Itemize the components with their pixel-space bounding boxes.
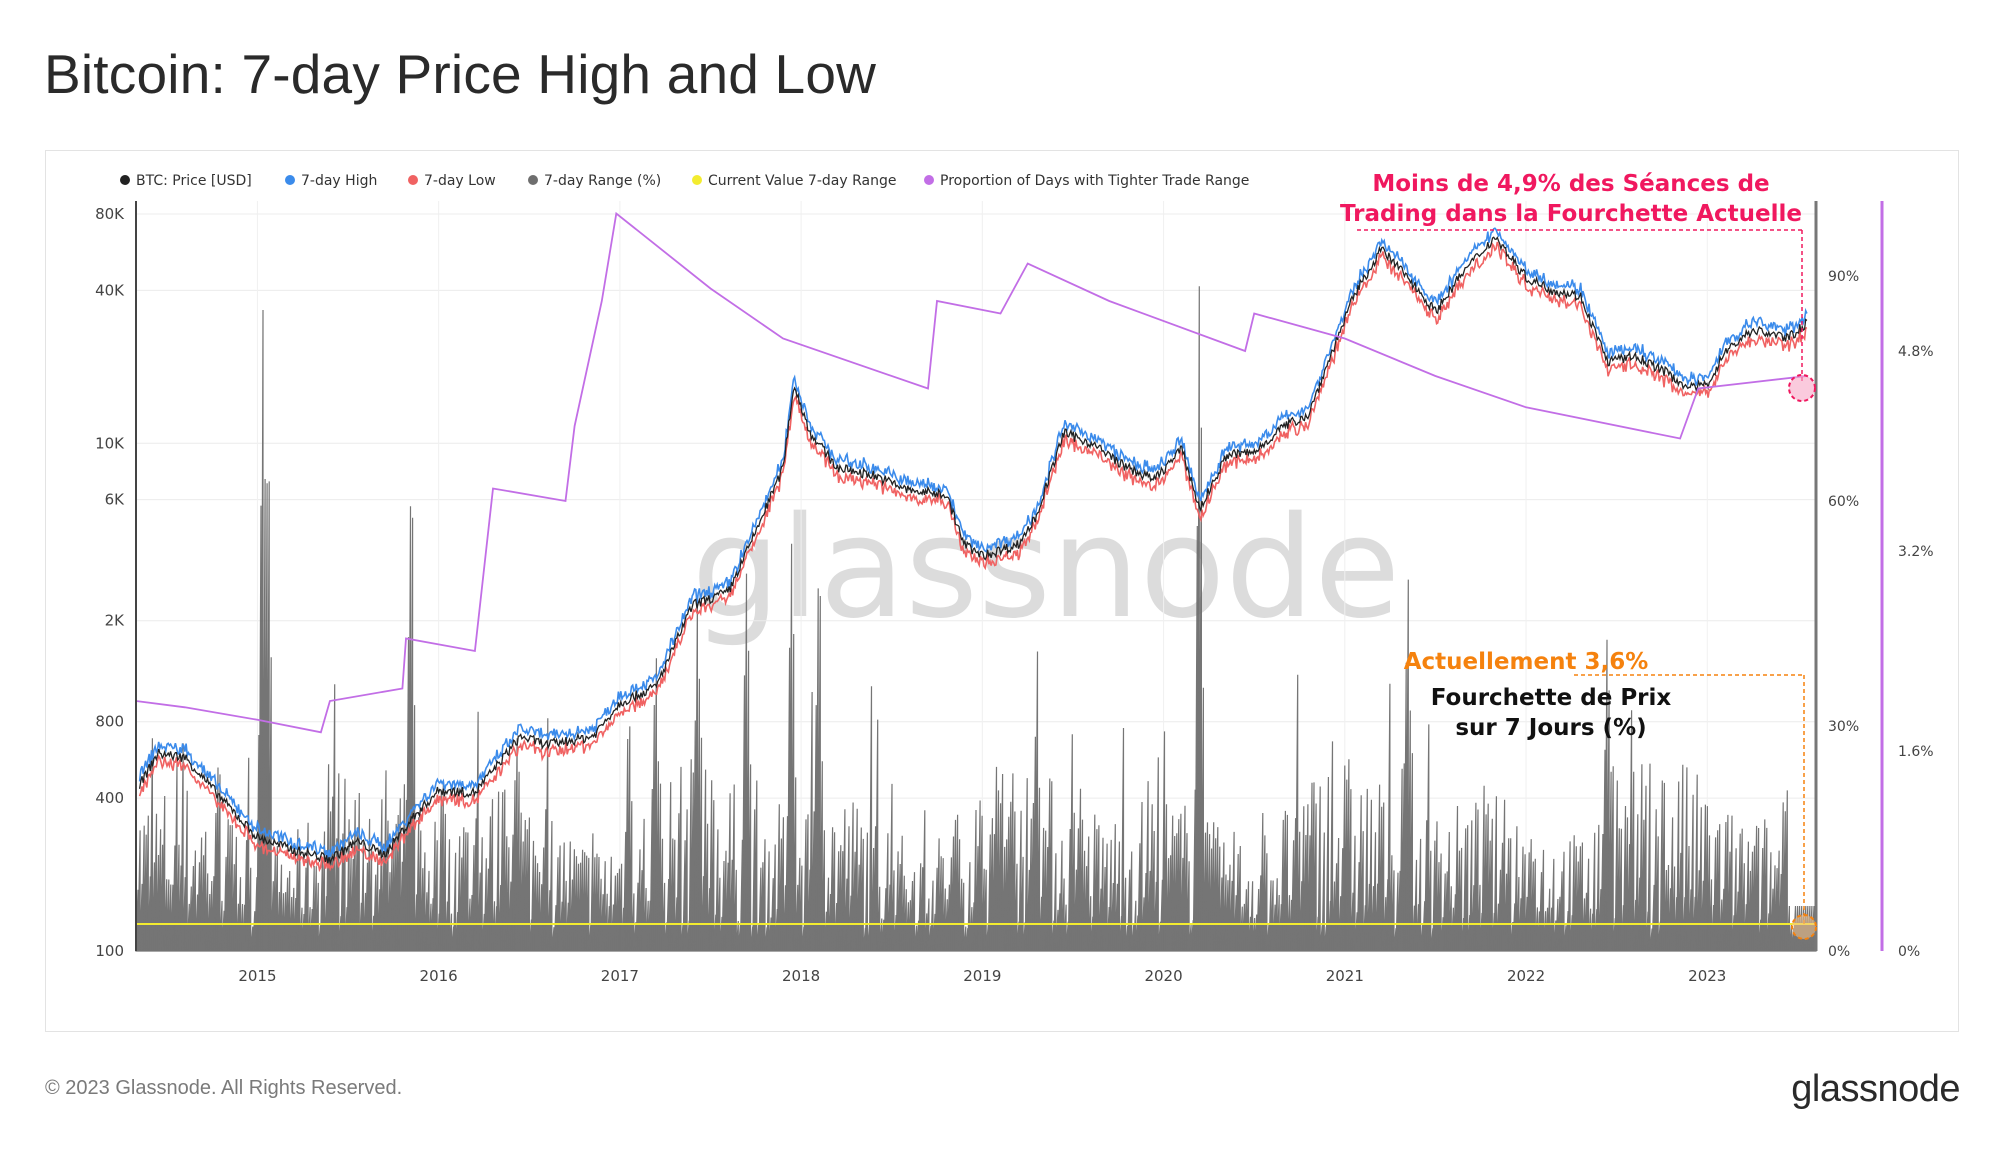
x-tick-2: 2017 <box>601 967 639 985</box>
legend: BTC: Price [USD] 7-day High 7-day Low 7-… <box>120 173 1249 189</box>
range-area <box>135 286 1817 952</box>
chart-svg: BTC: Price [USD] 7-day High 7-day Low 7-… <box>95 171 1934 985</box>
annotation-black-line2: sur 7 Jours (%) <box>1455 715 1646 741</box>
y-tick-left-7: 100 <box>95 942 124 960</box>
y-tick-proportion-0: 4.8% <box>1898 344 1934 360</box>
annotation-black-line1: Fourchette de Prix <box>1431 685 1672 711</box>
legend-dot-price <box>120 175 130 185</box>
legend-current[interactable]: Current Value 7-day Range <box>708 173 896 189</box>
y-tick-proportion-2: 1.6% <box>1898 744 1934 760</box>
x-tick-5: 2020 <box>1144 967 1182 985</box>
legend-low[interactable]: 7-day Low <box>424 173 496 189</box>
y-tick-range-3: 0% <box>1828 944 1850 960</box>
x-tick-6: 2021 <box>1326 967 1364 985</box>
legend-dot-low <box>408 175 418 185</box>
legend-dot-range <box>528 175 538 185</box>
axis-ticks: 80K 40K 10K 6K 2K 800 400 100 2015 2016 2017 2018 20… <box>95 205 1934 985</box>
footer-copyright: © 2023 Glassnode. All Rights Reserved. <box>45 1077 403 1099</box>
annotation-orange-marker <box>1791 914 1817 940</box>
legend-dot-current <box>692 175 702 185</box>
legend-dot-high <box>285 175 295 185</box>
x-tick-7: 2022 <box>1507 967 1545 985</box>
y-tick-range-1: 60% <box>1828 494 1859 510</box>
chart-container: BTC: Price [USD] 7-day High 7-day Low 7-… <box>45 150 1959 1032</box>
y-tick-left-1: 40K <box>95 281 125 299</box>
x-tick-8: 2023 <box>1688 967 1726 985</box>
x-tick-1: 2016 <box>420 967 458 985</box>
y-tick-left-4: 2K <box>105 612 126 630</box>
legend-proportion[interactable]: Proportion of Days with Tighter Trade Ra… <box>940 173 1249 189</box>
y-tick-proportion-3: 0% <box>1898 944 1920 960</box>
legend-dot-proportion <box>924 175 934 185</box>
x-tick-0: 2015 <box>238 967 276 985</box>
annotation-orange: Actuellement 3,6% <box>1404 649 1649 675</box>
legend-high[interactable]: 7-day High <box>301 173 377 189</box>
range-bars <box>135 286 1817 952</box>
page-title: Bitcoin: 7-day Price High and Low <box>44 43 877 105</box>
x-tick-3: 2018 <box>782 967 820 985</box>
y-tick-left-3: 6K <box>105 491 126 509</box>
y-tick-range-0: 90% <box>1828 269 1859 285</box>
watermark: glassnode <box>692 487 1401 650</box>
x-tick-4: 2019 <box>963 967 1001 985</box>
y-tick-left-0: 80K <box>95 205 125 223</box>
y-tick-left-2: 10K <box>95 434 125 452</box>
y-tick-proportion-1: 3.2% <box>1898 544 1934 560</box>
price-lines <box>135 211 1808 873</box>
high-line <box>138 227 1808 859</box>
footer-logo: glassnode <box>1791 1068 1960 1110</box>
low-line <box>138 241 1808 873</box>
y-tick-left-5: 800 <box>95 713 124 731</box>
legend-price[interactable]: BTC: Price [USD] <box>136 173 252 189</box>
y-tick-left-6: 400 <box>95 789 124 807</box>
proportion-line <box>135 211 1808 734</box>
price-line <box>138 236 1808 866</box>
annotation-pink-line1: Moins de 4,9% des Séances de <box>1372 171 1769 197</box>
legend-range[interactable]: 7-day Range (%) <box>544 173 661 189</box>
y-tick-range-2: 30% <box>1828 719 1859 735</box>
annotation-pink-marker <box>1788 374 1816 402</box>
annotation-pink-line2: Trading dans la Fourchette Actuelle <box>1340 201 1802 227</box>
